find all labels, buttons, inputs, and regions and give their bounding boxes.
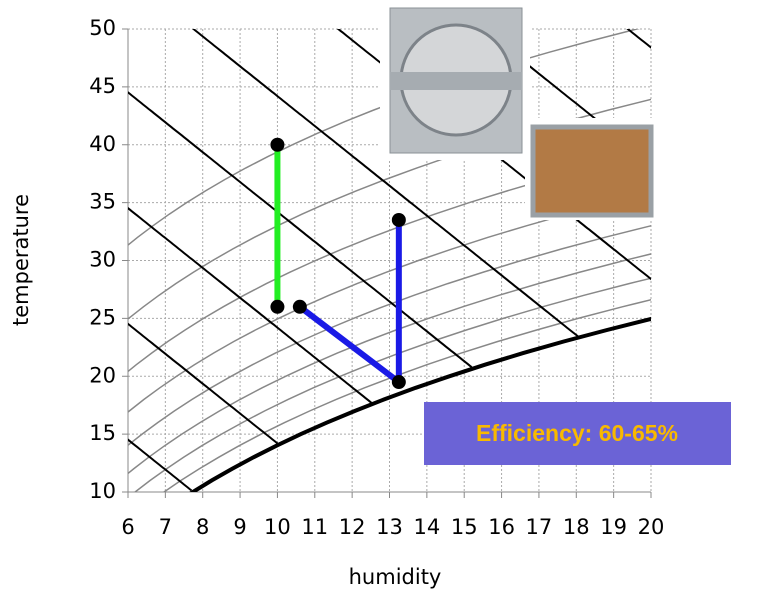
y-tick-label: 30	[89, 248, 116, 272]
series	[270, 138, 405, 389]
chart: humidity temperature Efficiency: 60-65% …	[0, 0, 760, 591]
x-tick-label: 12	[339, 515, 366, 539]
enthalpy-line	[0, 29, 373, 404]
x-tick-label: 19	[600, 515, 627, 539]
x-axis-label: humidity	[349, 565, 442, 589]
data-point	[270, 138, 284, 152]
data-point	[392, 375, 406, 389]
y-tick-label: 50	[89, 16, 116, 40]
x-tick-label: 20	[638, 515, 665, 539]
x-tick-label: 11	[301, 515, 328, 539]
y-tick-label: 40	[89, 132, 116, 156]
page: {"chart_data": {"type": "line", "x_label…	[0, 0, 760, 591]
enthalpy-line	[0, 376, 117, 546]
x-tick-label: 16	[488, 515, 515, 539]
x-tick-label: 6	[121, 515, 134, 539]
x-tick-label: 14	[413, 515, 440, 539]
y-tick-label: 45	[89, 74, 116, 98]
x-tick-label: 13	[376, 515, 403, 539]
x-tick-label: 10	[264, 515, 291, 539]
y-tick-label: 35	[89, 190, 116, 214]
x-tick-label: 15	[451, 515, 478, 539]
data-point	[270, 300, 284, 314]
x-tick-label: 9	[233, 515, 246, 539]
x-tick-label: 18	[563, 515, 590, 539]
annotation: Efficiency: 60-65%	[476, 420, 678, 446]
x-tick-label: 8	[196, 515, 209, 539]
y-tick-label: 20	[89, 363, 116, 387]
y-tick-label: 10	[89, 479, 116, 503]
x-tick-label: 17	[526, 515, 553, 539]
y-tick-label: 15	[89, 421, 116, 445]
data-point	[293, 300, 307, 314]
y-axis-label: temperature	[9, 194, 33, 326]
data-point	[392, 213, 406, 227]
x-tick-label: 7	[159, 515, 172, 539]
y-tick-label: 25	[89, 305, 116, 329]
